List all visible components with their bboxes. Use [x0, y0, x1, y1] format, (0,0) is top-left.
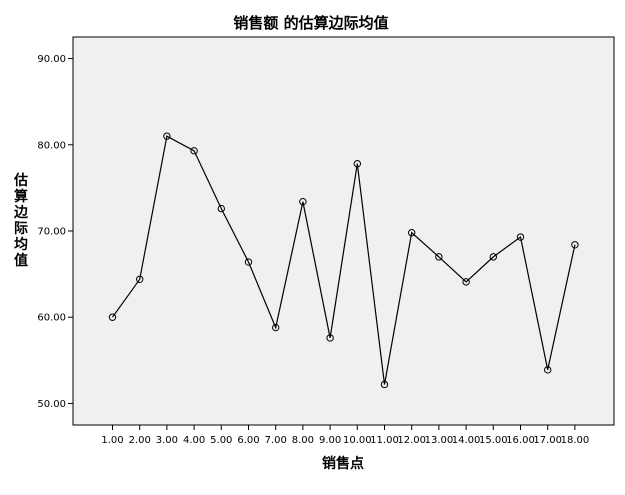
x-tick-label: 14.00 [452, 435, 481, 446]
plot-area [72, 36, 615, 426]
x-tick-label: 2.00 [129, 435, 151, 446]
data-point [353, 160, 361, 168]
data-point [435, 253, 443, 261]
x-tick-label: 12.00 [397, 435, 426, 446]
data-point [326, 334, 334, 342]
x-tick-label: 15.00 [479, 435, 508, 446]
data-point [299, 197, 307, 206]
y-tick-label: 80.00 [37, 140, 66, 151]
y-tick-label: 90.00 [37, 54, 66, 65]
y-axis-title-char: 值 [14, 252, 28, 269]
x-tick-label: 7.00 [265, 435, 287, 446]
x-tick-label: 18.00 [561, 435, 590, 446]
x-tick-label: 3.00 [156, 435, 178, 446]
x-tick-label: 13.00 [425, 435, 454, 446]
data-point [244, 258, 253, 266]
x-tick-label: 8.00 [292, 435, 314, 446]
y-tick-label: 60.00 [37, 313, 66, 324]
y-tick-label: 70.00 [37, 227, 66, 238]
data-point [516, 233, 525, 241]
y-axis-title-char: 际 [14, 221, 28, 237]
chart-title: 销售额 的估算边际均值 [233, 14, 388, 32]
x-tick-label: 11.00 [370, 435, 399, 446]
data-point [163, 132, 171, 140]
data-point [462, 278, 470, 286]
data-point [571, 241, 579, 249]
y-tick-label: 50.00 [37, 399, 66, 410]
x-tick-label: 10.00 [343, 435, 372, 446]
y-axis-title-char: 均 [14, 236, 28, 253]
x-tick-label: 9.00 [319, 435, 341, 446]
x-axis-title: 销售点 [322, 455, 364, 472]
x-tick-label: 6.00 [237, 435, 259, 446]
x-tick-label: 16.00 [506, 435, 535, 446]
data-point [380, 380, 389, 389]
x-tick-label: 4.00 [183, 435, 205, 446]
data-point [190, 147, 198, 155]
data-point [489, 253, 497, 261]
data-point [108, 313, 117, 321]
series-line [112, 135, 576, 385]
data-point [544, 366, 552, 374]
data-point [272, 323, 280, 332]
x-tick-label: 17.00 [533, 435, 562, 446]
data-point [217, 204, 226, 213]
x-tick-label: 1.00 [101, 435, 123, 446]
y-axis-title-char: 边 [13, 205, 29, 221]
data-point [408, 229, 416, 237]
y-axis: 50.00 60.00 70.00 80.00 90.00 [37, 54, 73, 410]
y-axis-title-char: 算 [14, 188, 28, 205]
y-axis-title-char: 估 [13, 172, 28, 189]
data-point [136, 275, 144, 283]
x-tick-label: 5.00 [210, 435, 232, 446]
x-axis: 1.00 2.00 3.00 4.00 5.00 6.00 7.00 8.00 9.00 10.0… [101, 425, 589, 446]
y-axis-title: 估算边际均值 [13, 172, 29, 269]
series-estimated-marginal-means [108, 132, 579, 389]
